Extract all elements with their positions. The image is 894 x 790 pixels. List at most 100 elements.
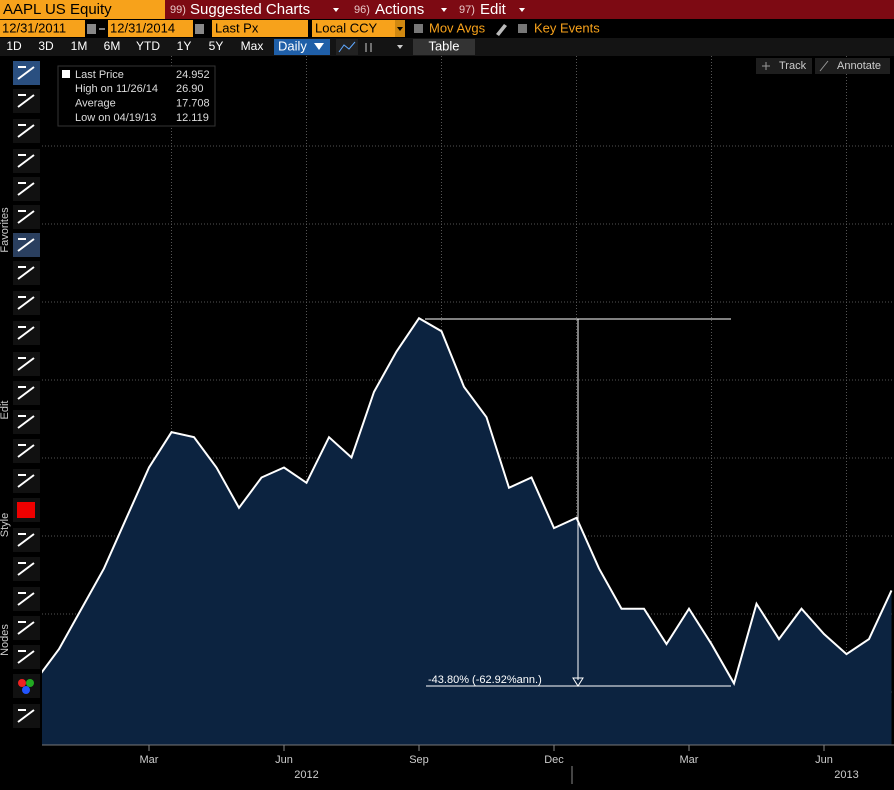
sidebar-section: Nodes <box>0 624 11 656</box>
color-dot <box>18 679 26 687</box>
track-button[interactable] <box>756 58 812 74</box>
menu-label: Actions <box>375 1 424 18</box>
tool-icon <box>17 533 35 547</box>
track-icon <box>762 62 770 70</box>
dropdown-arrow <box>397 27 403 31</box>
lock-icon[interactable] <box>87 24 96 34</box>
currency: Local CCY <box>315 20 377 35</box>
frequency-arrow <box>314 43 324 50</box>
x-tick-label: Mar <box>680 754 699 766</box>
tool-icon <box>17 124 35 138</box>
legend-label: High on 11/26/14 <box>75 83 158 95</box>
menu-label: Edit <box>480 1 507 18</box>
frequency: Daily <box>278 38 307 53</box>
period-button[interactable]: 1Y <box>177 39 192 53</box>
legend-value: 17.708 <box>176 98 210 110</box>
annotation-arrow <box>572 677 584 687</box>
tool-icon <box>17 357 35 371</box>
color-dot <box>22 686 30 694</box>
period-button[interactable]: Max <box>241 39 264 53</box>
period-button[interactable]: 6M <box>104 39 121 53</box>
tool-icon <box>17 474 35 488</box>
period-button[interactable]: YTD <box>136 39 160 53</box>
annotation-text: -43.80% (-62.92%ann.) <box>428 674 542 686</box>
menu-button[interactable] <box>352 1 451 18</box>
toggle-label: Mov Avgs <box>429 20 486 35</box>
chart-type-icon <box>338 41 356 53</box>
menu-arrow <box>519 8 525 12</box>
x-tick-label: Jun <box>815 754 833 766</box>
x-tick-label: Mar <box>140 754 159 766</box>
end-date: 12/31/2014 <box>110 20 175 35</box>
legend-label: Average <box>75 98 116 110</box>
tool-icon <box>17 94 35 108</box>
menu-button[interactable] <box>457 1 529 18</box>
tool-icon <box>17 238 35 252</box>
checkbox[interactable] <box>414 24 423 33</box>
tool-icon <box>17 326 35 340</box>
tool-icon <box>17 210 35 224</box>
menu-label: Suggested Charts <box>190 1 310 18</box>
currency-box[interactable] <box>312 20 405 37</box>
tool-icon <box>17 444 35 458</box>
toggle-label: Key Events <box>534 20 600 35</box>
period-button[interactable]: 3D <box>38 39 54 53</box>
color-swatch <box>17 502 35 518</box>
legend <box>57 65 216 127</box>
table-button[interactable] <box>413 39 475 55</box>
start-date-box[interactable] <box>0 20 85 37</box>
period-button[interactable]: 5Y <box>209 39 224 53</box>
tool-icon <box>17 650 35 664</box>
legend-label: Low on 04/19/13 <box>75 112 156 124</box>
x-axis <box>42 745 894 790</box>
track-label: Track <box>779 60 807 72</box>
tool-icon <box>17 592 35 606</box>
field: Last Px <box>215 20 259 35</box>
ticker-box[interactable] <box>0 0 165 19</box>
dropdown-arrow[interactable] <box>397 45 403 49</box>
annotate-icon <box>819 60 829 72</box>
legend-value: 24.952 <box>176 69 210 81</box>
x-tick-label: Dec <box>544 754 564 766</box>
end-date-box[interactable] <box>108 20 193 37</box>
tool-icon <box>17 154 35 168</box>
period-button[interactable]: 1D <box>6 39 22 53</box>
x-year-label: 2013 <box>834 769 858 781</box>
annotate-button[interactable] <box>815 58 890 74</box>
menu-arrow <box>441 8 447 12</box>
legend-swatch <box>62 70 70 78</box>
checkbox[interactable] <box>518 24 527 33</box>
bar-icon[interactable] <box>365 43 372 52</box>
tool-button[interactable] <box>13 674 40 698</box>
price-line <box>42 316 893 686</box>
tool-icon <box>17 415 35 429</box>
start-date: 12/31/2011 <box>2 20 66 35</box>
tool-icon <box>17 296 35 310</box>
color-dot <box>26 679 34 687</box>
menu-number: 99) <box>170 4 186 16</box>
sidebar-section: Edit <box>0 401 11 420</box>
legend-value: 26.90 <box>176 83 204 95</box>
pencil-icon[interactable] <box>496 24 507 36</box>
menu-number: 96) <box>354 4 370 16</box>
tool-icon <box>17 266 35 280</box>
tool-icon <box>17 182 35 196</box>
period-button[interactable]: 1M <box>71 39 88 53</box>
table-label: Table <box>428 38 459 53</box>
sidebar-section: Style <box>0 513 11 537</box>
area-fill <box>42 318 892 745</box>
tool-icon <box>17 562 35 576</box>
menu-number: 97) <box>459 4 475 16</box>
sidebar-section: Favorites <box>0 207 11 253</box>
field-box[interactable] <box>212 20 308 37</box>
lock-icon[interactable] <box>195 24 204 34</box>
menu-arrow <box>333 8 339 12</box>
tool-icon <box>17 66 35 80</box>
tool-icon <box>17 621 35 635</box>
x-tick-label: Jun <box>275 754 293 766</box>
menu-button[interactable] <box>168 1 343 18</box>
legend-label: Last Price <box>75 69 124 81</box>
annotate-label: Annotate <box>837 60 881 72</box>
